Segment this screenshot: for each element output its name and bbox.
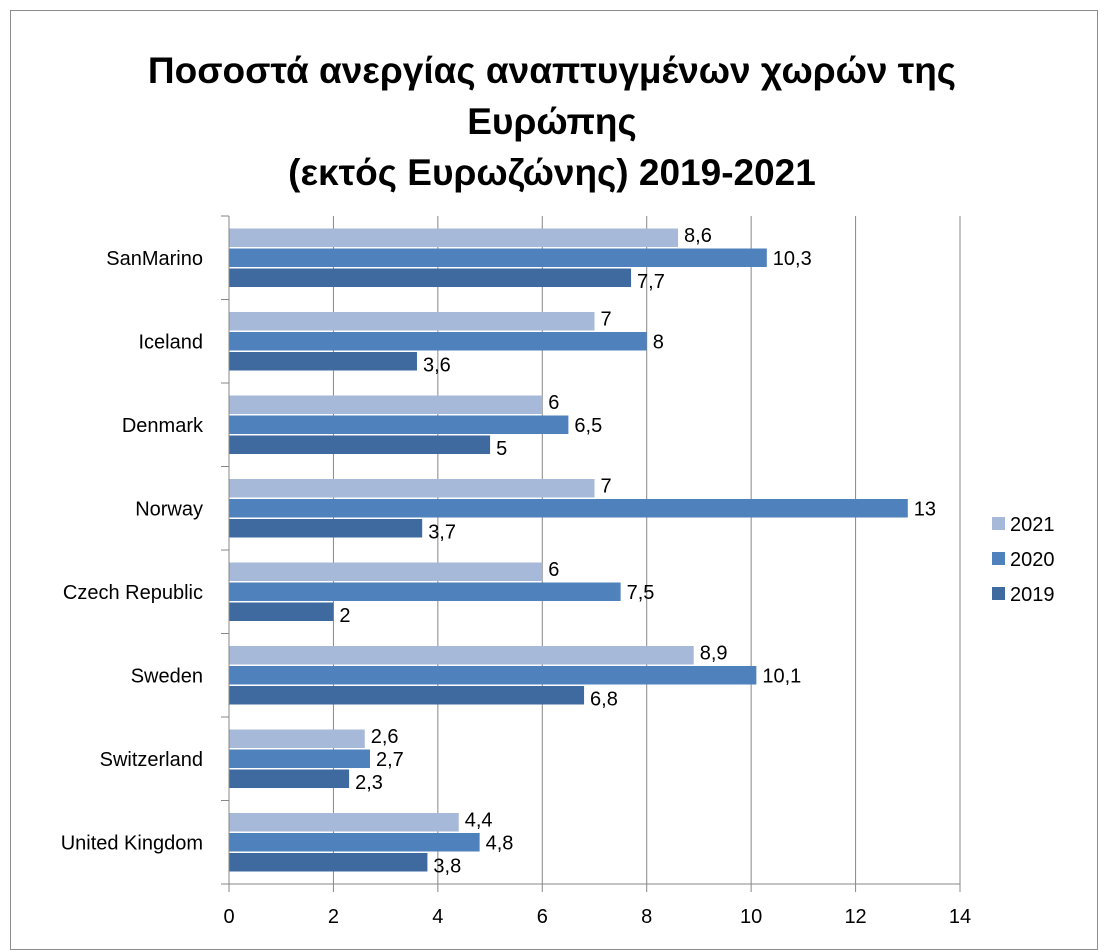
bar-2019	[229, 769, 350, 788]
bar-2020	[229, 499, 908, 518]
chart-title-line-2: Ευρώπης	[467, 101, 637, 142]
x-tick-label: 2	[328, 906, 339, 928]
data-label-2019: 2,3	[355, 772, 383, 794]
bar-2019	[229, 853, 428, 872]
legend-swatch-2019	[992, 587, 1005, 600]
data-label-2021: 7	[601, 475, 612, 497]
legend-swatch-2021	[992, 517, 1005, 530]
x-tick-label: 8	[641, 906, 652, 928]
bar-2021	[229, 562, 543, 581]
x-tick-label: 6	[537, 906, 548, 928]
bar-2019	[229, 268, 632, 287]
bars	[229, 228, 908, 872]
data-label-2020: 13	[914, 498, 936, 520]
data-label-2019: 2	[339, 605, 350, 627]
category-label: Denmark	[122, 415, 204, 437]
x-tick-label: 12	[844, 906, 866, 928]
data-label-2019: 7,7	[637, 271, 665, 293]
data-label-2020: 7,5	[627, 582, 655, 604]
data-label-2021: 4,4	[465, 809, 493, 831]
data-label-2021: 6	[548, 559, 559, 581]
axes: 0 2 4 6 8 10 12 14 SanMarino Iceland Denmark Norway…	[61, 215, 971, 928]
bar-2019	[229, 686, 585, 705]
data-label-2021: 6	[548, 392, 559, 414]
category-label: Sweden	[131, 665, 203, 687]
chart-title-line-1: Ποσοστά ανεργίας αναπτυγμένων χωρών της	[147, 50, 957, 91]
bar-2019	[229, 602, 334, 621]
bar-2021	[229, 312, 595, 331]
data-label-2021: 2,6	[371, 726, 399, 748]
data-label-2019: 3,8	[433, 855, 461, 877]
data-label-2021: 8,6	[684, 225, 712, 247]
bar-2020	[229, 332, 647, 351]
legend-label-2020: 2020	[1010, 549, 1055, 571]
bar-2021	[229, 729, 365, 748]
category-label: Iceland	[139, 331, 204, 353]
chart-title: Ποσοστά ανεργίας αναπτυγμένων χωρών της …	[0, 45, 1104, 198]
legend-label-2019: 2019	[1010, 584, 1055, 606]
category-label: Czech Republic	[63, 582, 203, 604]
x-tick-label: 4	[432, 906, 443, 928]
bar-2021	[229, 228, 679, 247]
data-label-2020: 2,7	[376, 749, 404, 771]
category-label: Switzerland	[100, 749, 203, 771]
bar-2021	[229, 395, 543, 414]
data-label-2021: 7	[601, 308, 612, 330]
bar-2021	[229, 813, 459, 832]
chart-title-line-3: (εκτός Ευρωζώνης) 2019-2021	[288, 152, 816, 193]
bar-2021	[229, 646, 694, 665]
bar-2020	[229, 415, 569, 434]
x-tick-label: 10	[740, 906, 762, 928]
category-label: SanMarino	[106, 248, 203, 270]
x-tick-label: 14	[949, 906, 971, 928]
data-label-2019: 5	[496, 438, 507, 460]
bar-2020	[229, 749, 370, 768]
legend-swatch-2020	[992, 552, 1005, 565]
category-label: Norway	[135, 498, 203, 520]
bar-2020	[229, 666, 757, 685]
category-label: United Kingdom	[61, 832, 203, 854]
data-label-2020: 10,1	[762, 665, 801, 687]
bar-2021	[229, 479, 595, 498]
data-labels: 8,6 10,3 7,7 7 8 3,6 6 6,5 5 7 13 3,7 6 7,5 2 8,9 10,1 6,…	[339, 225, 936, 878]
data-label-2020: 6,5	[574, 415, 602, 437]
data-label-2019: 6,8	[590, 688, 618, 710]
bar-2019	[229, 435, 491, 454]
data-label-2020: 4,8	[486, 832, 514, 854]
data-label-2019: 3,6	[423, 354, 451, 376]
data-label-2020: 8	[653, 331, 664, 353]
data-label-2020: 10,3	[773, 248, 812, 270]
data-label-2021: 8,9	[700, 642, 728, 664]
legend: 2021 2020 2019	[992, 514, 1055, 606]
x-tick-label: 0	[223, 906, 234, 928]
legend-label-2021: 2021	[1010, 514, 1055, 536]
bar-2020	[229, 582, 621, 601]
bar-2020	[229, 248, 767, 267]
bar-2019	[229, 519, 423, 538]
data-label-2019: 3,7	[428, 521, 456, 543]
bar-2020	[229, 833, 480, 852]
bar-2019	[229, 352, 417, 371]
